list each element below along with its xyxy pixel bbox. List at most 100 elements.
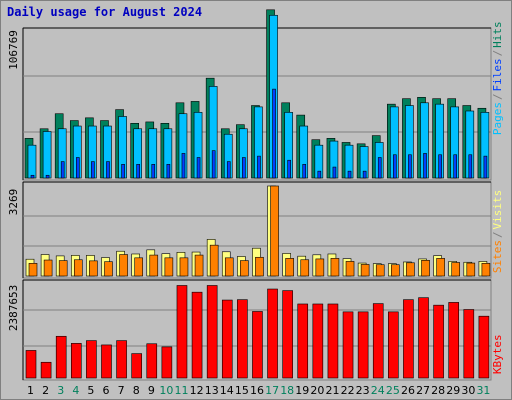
x-tick-label-day-31: 31 [476, 384, 490, 397]
bar-kbytes-day-30 [463, 309, 475, 379]
bar-kbytes-day-31 [478, 315, 490, 379]
bar-pages-day-26 [408, 154, 412, 179]
x-tick-label-day-15: 15 [235, 384, 249, 397]
bar-kbytes-day-16 [252, 311, 263, 379]
x-tick-label-day-16: 16 [250, 384, 264, 397]
bar-sites-day-14 [224, 257, 234, 277]
bar-pages-day-20 [317, 170, 322, 179]
bar-sites-day-11 [179, 257, 189, 277]
bar-kbytes-day-5 [86, 340, 97, 379]
bar-pages-day-8 [136, 164, 140, 179]
x-tick-label-day-22: 22 [341, 384, 355, 397]
bar-kbytes-day-23 [357, 311, 369, 379]
bar-sites-day-29 [451, 262, 461, 277]
bar-pages-day-15 [242, 157, 246, 179]
x-tick-label-day-10: 10 [159, 384, 173, 397]
bar-kbytes-day-29 [448, 302, 460, 379]
ymax-label-panel3: 2387653 [7, 285, 20, 331]
bar-kbytes-day-22 [342, 311, 354, 379]
legend-panel3-kbytes: KBytes [491, 334, 504, 374]
bar-pages-day-9 [151, 164, 156, 179]
bar-pages-day-25 [393, 154, 397, 179]
x-tick-label-day-13: 13 [205, 384, 219, 397]
bar-kbytes-day-12 [191, 291, 203, 379]
bar-pages-day-6 [106, 161, 110, 179]
bar-sites-day-13 [209, 244, 219, 277]
x-tick-label-day-29: 29 [446, 384, 460, 397]
x-tick-label-day-30: 30 [461, 384, 475, 397]
bar-kbytes-day-28 [433, 304, 444, 379]
legend-panel2-sep-1: / [491, 231, 504, 238]
bar-pages-day-23 [362, 170, 367, 179]
legend-panel2-sites: Sites [491, 240, 504, 273]
bar-sites-day-4 [73, 259, 83, 277]
bar-pages-day-21 [332, 166, 337, 179]
bar-pages-day-19 [302, 164, 307, 179]
x-tick-label-day-11: 11 [175, 384, 189, 397]
bar-files-day-2 [42, 131, 52, 179]
bar-sites-day-22 [345, 261, 355, 277]
bar-pages-day-2 [45, 174, 50, 179]
x-tick-label-day-27: 27 [416, 384, 430, 397]
x-tick-label-day-12: 12 [190, 384, 204, 397]
ymax-label-panel1: 106769 [7, 30, 20, 70]
x-tick-label-day-26: 26 [401, 384, 415, 397]
bar-kbytes-day-26 [403, 299, 414, 379]
bar-kbytes-day-13 [206, 285, 218, 379]
bar-sites-day-31 [481, 263, 491, 277]
bar-sites-day-24 [375, 264, 385, 277]
x-tick-label-day-24: 24 [371, 384, 385, 397]
bar-files-day-1 [27, 144, 37, 179]
bar-kbytes-day-27 [418, 297, 429, 379]
bar-kbytes-day-4 [70, 343, 82, 379]
bar-sites-day-9 [149, 254, 159, 277]
bar-kbytes-day-25 [388, 311, 399, 379]
bar-sites-day-3 [58, 260, 68, 277]
x-tick-label-day-18: 18 [280, 384, 294, 397]
legend-panel1-pages: Pages [491, 102, 504, 135]
bar-pages-day-10 [166, 164, 171, 179]
bar-pages-day-7 [121, 164, 125, 179]
bar-pages-day-24 [377, 157, 382, 179]
bar-sites-day-6 [104, 261, 113, 277]
bar-kbytes-day-17 [267, 288, 278, 379]
bar-sites-day-10 [164, 257, 174, 277]
bar-kbytes-day-24 [372, 303, 384, 379]
bar-kbytes-day-21 [327, 303, 339, 379]
bar-sites-day-15 [240, 260, 249, 277]
bar-kbytes-day-8 [131, 353, 142, 379]
bar-pages-day-16 [257, 155, 261, 179]
x-tick-label-day-7: 7 [118, 384, 125, 397]
x-tick-label-day-23: 23 [356, 384, 370, 397]
bar-kbytes-day-3 [55, 335, 67, 379]
bar-sites-day-27 [421, 260, 430, 277]
bar-pages-day-22 [347, 170, 352, 179]
bar-kbytes-day-10 [161, 346, 173, 379]
bar-sites-day-26 [406, 262, 415, 277]
bar-pages-day-13 [211, 150, 216, 179]
x-tick-label-day-8: 8 [133, 384, 140, 397]
bar-sites-day-25 [391, 264, 400, 277]
bar-pages-day-5 [91, 161, 95, 179]
bar-sites-day-1 [28, 263, 38, 277]
x-tick-label-day-9: 9 [148, 384, 155, 397]
bar-kbytes-day-6 [101, 344, 112, 379]
bar-kbytes-day-9 [146, 343, 158, 379]
bar-pages-day-1 [30, 174, 35, 179]
x-tick-label-day-17: 17 [265, 384, 279, 397]
bar-sites-day-8 [134, 257, 143, 277]
bar-sites-day-2 [43, 259, 53, 277]
bar-sites-day-5 [89, 260, 98, 277]
bar-sites-day-23 [360, 264, 370, 277]
bar-pages-day-28 [438, 154, 442, 179]
bar-sites-day-20 [315, 258, 325, 277]
bar-pages-day-14 [226, 161, 231, 179]
bar-kbytes-day-1 [25, 350, 37, 379]
bar-pages-day-12 [196, 157, 201, 179]
bar-pages-day-3 [60, 161, 65, 179]
bar-pages-day-29 [453, 154, 458, 179]
bar-kbytes-day-20 [312, 303, 324, 379]
bar-kbytes-day-11 [176, 285, 188, 379]
x-tick-label-day-1: 1 [27, 384, 34, 397]
